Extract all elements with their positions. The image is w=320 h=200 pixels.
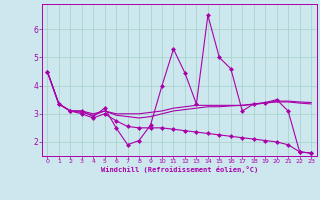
X-axis label: Windchill (Refroidissement éolien,°C): Windchill (Refroidissement éolien,°C) (100, 166, 258, 173)
